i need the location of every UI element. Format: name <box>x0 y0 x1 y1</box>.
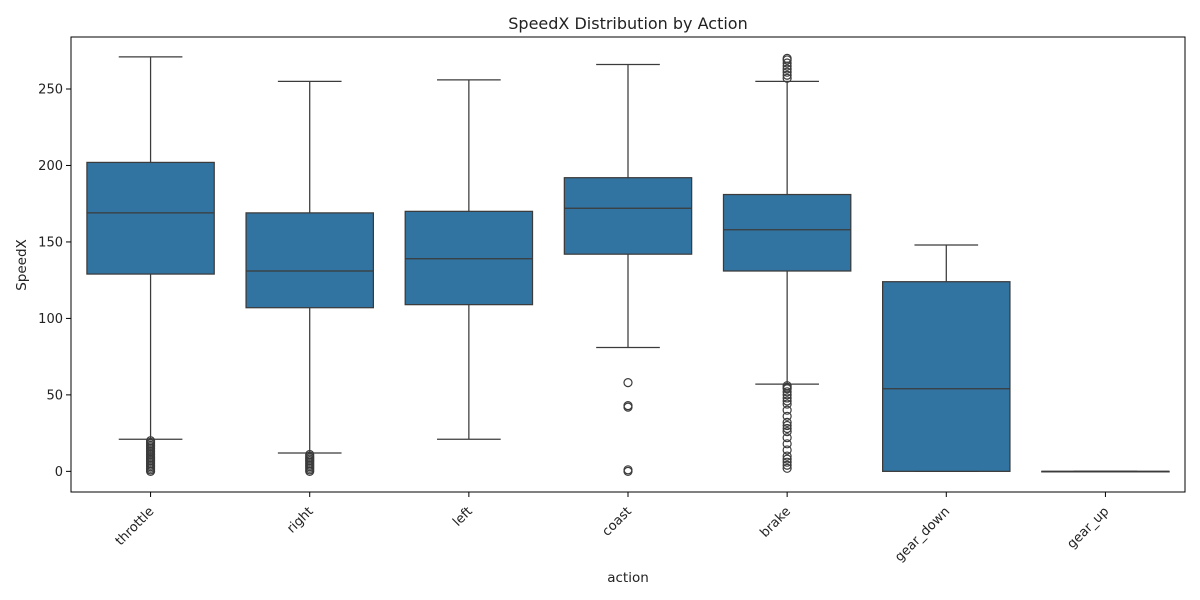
outlier-point <box>623 378 633 388</box>
outlier-point <box>782 399 792 409</box>
outlier-point <box>782 417 792 428</box>
outlier-point <box>782 53 792 64</box>
y-tick-label: 0 <box>55 465 63 480</box>
outlier-point <box>782 433 792 443</box>
outlier-point <box>782 396 792 406</box>
x-tick-label: left <box>450 504 476 530</box>
box-group-gear_up <box>1041 470 1170 473</box>
y-tick-label: 150 <box>38 235 63 250</box>
x-tick-label: throttle <box>113 504 158 549</box>
y-tick-label: 50 <box>46 388 63 403</box>
y-axis-title: SpeedX <box>14 239 30 291</box>
outlier-point <box>305 449 315 460</box>
y-tick-label: 200 <box>38 159 63 174</box>
outlier-point <box>782 58 792 68</box>
box-iqr <box>722 193 852 272</box>
x-tick-label: right <box>284 504 316 536</box>
outlier-point <box>623 400 633 411</box>
box-group-right <box>245 80 374 476</box>
outlier-point <box>782 426 792 437</box>
outlier-point <box>782 67 792 77</box>
outlier-point <box>782 451 792 461</box>
box-iqr <box>882 281 1011 472</box>
outlier-point <box>782 70 792 80</box>
outlier-point <box>782 381 792 391</box>
outlier-point <box>782 463 792 473</box>
outlier-point <box>782 411 792 421</box>
outlier-point <box>623 465 633 475</box>
outlier-point <box>782 393 792 403</box>
box-group-throttle <box>86 56 215 476</box>
chart-title: SpeedX Distribution by Action <box>508 14 747 33</box>
outlier-point <box>782 460 792 470</box>
box-iqr <box>86 161 215 275</box>
box-iqr <box>404 210 534 306</box>
outlier-point <box>782 405 792 415</box>
box-group-gear_down <box>882 244 1011 472</box>
box-iqr <box>563 177 693 255</box>
outlier-point <box>782 64 792 74</box>
x-axis-title: action <box>607 570 649 586</box>
outlier-point <box>782 387 792 397</box>
outlier-point <box>782 73 792 83</box>
x-tick-label: brake <box>757 504 794 541</box>
outlier-point <box>782 423 792 434</box>
y-tick-label: 100 <box>38 312 63 327</box>
outlier-point <box>782 420 792 431</box>
outlier-point <box>782 445 792 455</box>
y-tick-label: 250 <box>38 83 63 98</box>
box-group-left <box>404 79 534 440</box>
plot-area <box>70 36 1186 493</box>
box-group-coast <box>563 63 693 476</box>
outlier-point <box>145 436 156 446</box>
y-axis: 0 50 100 150 200 250 <box>38 83 71 480</box>
outlier-point <box>782 454 792 464</box>
outlier-point <box>782 439 792 449</box>
outlier-point <box>782 457 792 467</box>
x-tick-label: gear_down <box>892 504 953 565</box>
box-group-brake <box>722 53 852 473</box>
x-tick-label: gear_up <box>1064 504 1112 552</box>
x-axis: throttle right left coast brake gear_down gear… <box>113 492 1112 565</box>
x-tick-label: coast <box>600 504 635 539</box>
box-iqr <box>245 212 374 309</box>
